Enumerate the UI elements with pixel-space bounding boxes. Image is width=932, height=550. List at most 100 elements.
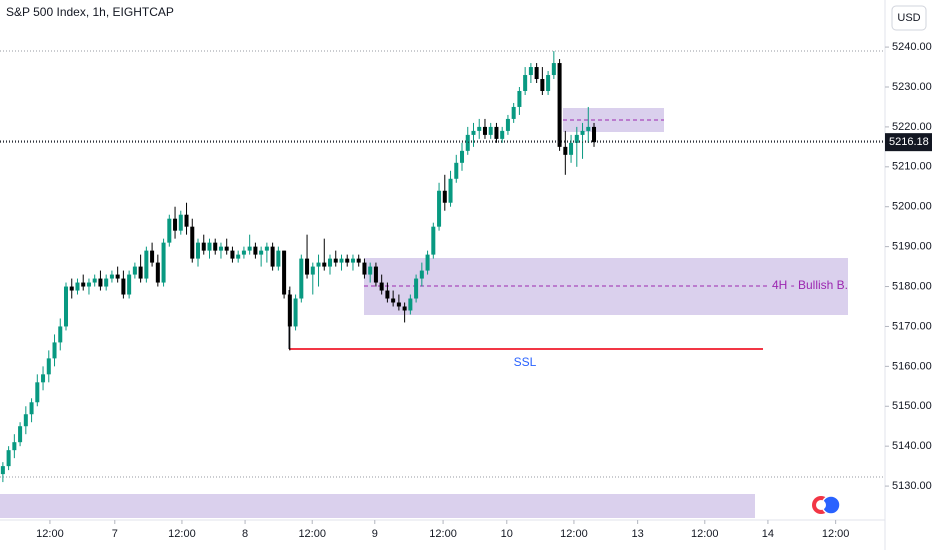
candle-body [574, 134, 579, 143]
candle-body [69, 286, 74, 291]
candle-body [563, 146, 568, 155]
candle-body [282, 250, 287, 295]
candle-body [431, 226, 436, 255]
x-tick-label: 12:00 [168, 528, 196, 540]
candle-body [218, 246, 223, 251]
candle-body [328, 258, 333, 267]
candle-body [161, 242, 166, 283]
candle-body [63, 286, 69, 327]
candle-body [270, 246, 275, 267]
candle-body [138, 266, 143, 279]
bottom-zone [0, 494, 755, 518]
y-tick-label: 5220.00 [892, 121, 932, 133]
candle-body [121, 278, 126, 295]
candle-body [201, 242, 206, 251]
candle-body [551, 63, 556, 76]
candle-body [115, 274, 120, 279]
candle-body [437, 190, 442, 227]
candle-body [488, 126, 493, 135]
x-tick-label: 7 [112, 528, 118, 540]
candle-body [0, 466, 5, 475]
candle-body [477, 126, 482, 131]
candle-body [448, 178, 453, 203]
candle-body [224, 246, 229, 251]
y-tick-label: 5130.00 [892, 480, 932, 492]
candle-body [46, 358, 51, 375]
candle-body [150, 250, 155, 263]
x-tick-label: 9 [372, 528, 378, 540]
candle-body [132, 266, 137, 275]
candle-body [29, 402, 34, 415]
candle-body [414, 278, 419, 299]
x-tick-label: 12:00 [36, 528, 64, 540]
candle-body [528, 67, 533, 76]
x-tick-label: 13 [632, 528, 644, 540]
candle-body [236, 254, 241, 259]
candle-body [207, 242, 212, 251]
candle-body [98, 278, 103, 287]
candle-body [299, 258, 304, 299]
candle-body [546, 75, 551, 91]
candle-body [305, 258, 310, 275]
candle-body [368, 266, 373, 275]
candle-body [557, 63, 562, 147]
candle-body [511, 106, 516, 119]
candle-body [494, 126, 499, 139]
x-tick-label: 10 [501, 528, 513, 540]
y-tick-label: 5170.00 [892, 320, 932, 332]
candle-body [345, 258, 350, 263]
candle-body [540, 79, 545, 91]
x-tick-label: 8 [242, 528, 248, 540]
candle-body [18, 426, 23, 443]
candle-body [155, 262, 160, 283]
candle-body [6, 450, 11, 467]
candle-body [333, 258, 338, 263]
chart-title: S&P 500 Index, 1h, EIGHTCAP [6, 5, 174, 19]
candle-body [465, 134, 470, 151]
candle-body [316, 262, 321, 267]
y-tick-label: 5190.00 [892, 241, 932, 253]
candle-body [184, 214, 189, 227]
candle-body [167, 218, 172, 243]
y-tick-label: 5240.00 [892, 41, 932, 53]
candle-body [402, 306, 407, 311]
y-tick-label: 5140.00 [892, 440, 932, 452]
candle-body [471, 130, 476, 135]
candle-body [523, 75, 528, 91]
currency-button[interactable] [891, 5, 927, 31]
candle-body [58, 326, 63, 343]
candle-body [52, 342, 57, 359]
candle-body [287, 294, 292, 327]
y-tick-label: 5210.00 [892, 161, 932, 173]
candle-body [178, 214, 183, 231]
candle-body [339, 258, 344, 263]
candle-body [253, 246, 258, 255]
candle-body [534, 67, 539, 80]
candle-body [460, 150, 465, 163]
x-tick-label: 12:00 [691, 528, 719, 540]
candle-body [104, 278, 109, 287]
candle-body [580, 130, 585, 135]
candle-body [322, 262, 327, 267]
candle-body [81, 282, 86, 287]
candle-body [379, 282, 384, 291]
candle-body [396, 302, 401, 307]
candle-body [144, 250, 149, 279]
x-tick-label: 12:00 [429, 528, 457, 540]
currency-label[interactable]: USD [897, 12, 920, 24]
candle-body [454, 162, 459, 179]
candle-body [310, 266, 315, 275]
ssl-label: SSL [514, 355, 537, 369]
candle-body [385, 290, 390, 299]
candle-body [23, 414, 28, 427]
y-tick-label: 5180.00 [892, 280, 932, 292]
candle-body [408, 298, 413, 311]
y-tick-label: 5160.00 [892, 360, 932, 372]
candle-body [109, 274, 114, 279]
candle-body [75, 282, 80, 291]
candle-body [373, 266, 378, 283]
zone-label: 4H - Bullish B. [772, 278, 848, 292]
candle-body [127, 274, 132, 295]
y-tick-label: 5150.00 [892, 400, 932, 412]
candle-body [241, 250, 246, 255]
